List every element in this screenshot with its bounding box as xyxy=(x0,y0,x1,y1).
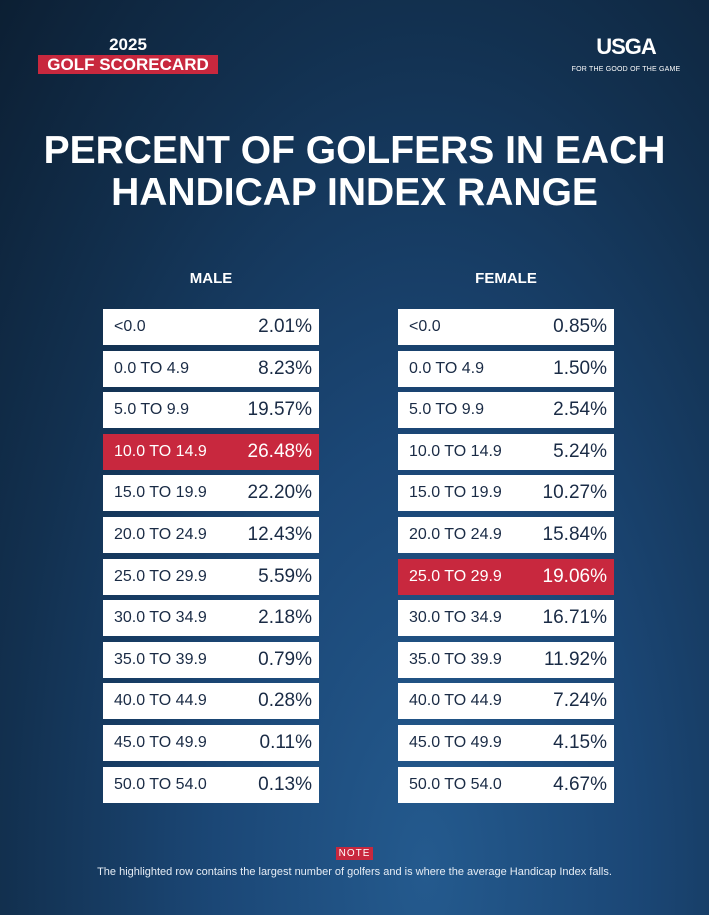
table-row: 30.0 TO 34.9 2.18% xyxy=(103,600,319,637)
male-table: <0.0 2.01% 0.0 TO 4.9 8.23% 5.0 TO 9.9 19.57%… xyxy=(103,309,319,808)
percent-value: 22.20% xyxy=(247,482,312,504)
range-label: 10.0 TO 14.9 xyxy=(409,442,502,460)
range-label: 0.0 TO 4.9 xyxy=(114,359,190,377)
highlighted-table-row: 25.0 TO 29.9 19.06% xyxy=(398,558,614,595)
percent-value: 0.79% xyxy=(258,648,312,670)
table-row: 20.0 TO 24.9 12.43% xyxy=(103,516,319,553)
usga-logo: USGA FOR THE GOOD OF THE GAME xyxy=(566,34,686,74)
highlighted-table-row: 10.0 TO 14.9 26.48% xyxy=(103,433,319,470)
range-label: 15.0 TO 19.9 xyxy=(114,484,207,502)
logo-text: USGA xyxy=(596,34,657,59)
table-row: 0.0 TO 4.9 8.23% xyxy=(103,350,319,387)
range-label: 40.0 TO 44.9 xyxy=(409,692,502,710)
percent-value: 4.15% xyxy=(553,731,607,753)
note-body: The highlighted row contains the largest… xyxy=(97,866,612,878)
table-row: 50.0 TO 54.0 0.13% xyxy=(103,766,319,803)
scorecard-brand: 2025 GOLF SCORECARD xyxy=(38,35,218,74)
percent-value: 12.43% xyxy=(247,523,312,545)
page-title: PERCENT OF GOLFERS IN EACH HANDICAP INDE… xyxy=(43,129,666,214)
range-label: 30.0 TO 34.9 xyxy=(114,609,207,627)
percent-value: 15.84% xyxy=(542,523,607,545)
male-header: MALE xyxy=(189,270,233,287)
percent-value: 2.54% xyxy=(553,399,607,421)
range-label: 25.0 TO 29.9 xyxy=(114,567,207,585)
percent-value: 0.11% xyxy=(259,731,312,753)
table-row: 35.0 TO 39.9 0.79% xyxy=(103,641,319,678)
range-label: 0.0 TO 4.9 xyxy=(409,359,485,377)
percent-value: 11.92% xyxy=(543,648,607,670)
table-row: <0.0 0.85% xyxy=(398,309,614,345)
note-label: NOTE xyxy=(335,847,374,860)
percent-value: 8.23% xyxy=(258,357,312,379)
percent-value: 26.48% xyxy=(247,440,312,462)
percent-value: 1.50% xyxy=(553,357,607,379)
percent-value: 7.24% xyxy=(553,690,607,712)
range-label: 35.0 TO 39.9 xyxy=(114,650,207,668)
range-label: 40.0 TO 44.9 xyxy=(114,692,207,710)
percent-value: 2.01% xyxy=(258,316,312,337)
percent-value: 19.57% xyxy=(247,399,312,421)
percent-value: 0.28% xyxy=(258,690,312,712)
table-row: 35.0 TO 39.9 11.92% xyxy=(398,641,614,678)
year: 2025 xyxy=(109,35,147,54)
table-row: 45.0 TO 49.9 4.15% xyxy=(398,724,614,761)
table-row: 40.0 TO 44.9 0.28% xyxy=(103,683,319,720)
table-row: 0.0 TO 4.9 1.50% xyxy=(398,350,614,387)
percent-value: 0.85% xyxy=(553,316,607,337)
range-label: 10.0 TO 14.9 xyxy=(114,442,207,460)
table-row: 50.0 TO 54.0 4.67% xyxy=(398,766,614,803)
note-text: The highlighted row contains the largest… xyxy=(0,864,709,880)
range-label: 30.0 TO 34.9 xyxy=(409,609,502,627)
range-label: 50.0 TO 54.0 xyxy=(114,775,207,793)
range-label: <0.0 xyxy=(409,318,441,335)
range-label: 45.0 TO 49.9 xyxy=(409,733,502,751)
table-row: 15.0 TO 19.9 22.20% xyxy=(103,475,319,512)
series-label: GOLF SCORECARD xyxy=(38,55,218,74)
range-label: 25.0 TO 29.9 xyxy=(409,567,502,585)
range-label: 20.0 TO 24.9 xyxy=(409,525,502,543)
percent-value: 2.18% xyxy=(258,607,312,629)
table-row: 25.0 TO 29.9 5.59% xyxy=(103,558,319,595)
note: NOTE The highlighted row contains the la… xyxy=(0,843,709,880)
percent-value: 0.13% xyxy=(258,773,312,795)
percent-value: 16.71% xyxy=(542,607,607,629)
percent-value: 5.24% xyxy=(553,440,607,462)
table-row: 10.0 TO 14.9 5.24% xyxy=(398,433,614,470)
female-header: FEMALE xyxy=(475,270,537,287)
table-row: 40.0 TO 44.9 7.24% xyxy=(398,683,614,720)
range-label: 50.0 TO 54.0 xyxy=(409,775,502,793)
range-label: 5.0 TO 9.9 xyxy=(114,401,190,419)
table-row: 20.0 TO 24.9 15.84% xyxy=(398,516,614,553)
range-label: 45.0 TO 49.9 xyxy=(114,733,207,751)
table-row: 5.0 TO 9.9 2.54% xyxy=(398,392,614,429)
percent-value: 10.27% xyxy=(542,482,607,504)
table-row: 5.0 TO 9.9 19.57% xyxy=(103,392,319,429)
female-table: <0.0 0.85% 0.0 TO 4.9 1.50% 5.0 TO 9.9 2.54% 1… xyxy=(398,309,614,808)
percent-value: 19.06% xyxy=(542,565,607,587)
range-label: 15.0 TO 19.9 xyxy=(409,484,502,502)
tagline: FOR THE GOOD OF THE GAME xyxy=(571,66,681,73)
table-row: 45.0 TO 49.9 0.11% xyxy=(103,724,319,761)
table-row: 15.0 TO 19.9 10.27% xyxy=(398,475,614,512)
range-label: 5.0 TO 9.9 xyxy=(409,401,485,419)
range-label: 35.0 TO 39.9 xyxy=(409,650,502,668)
percent-value: 4.67% xyxy=(553,773,607,795)
table-row: 30.0 TO 34.9 16.71% xyxy=(398,600,614,637)
table-row: <0.0 2.01% xyxy=(103,309,319,345)
range-label: <0.0 xyxy=(114,318,146,335)
percent-value: 5.59% xyxy=(258,565,312,587)
range-label: 20.0 TO 24.9 xyxy=(114,525,207,543)
